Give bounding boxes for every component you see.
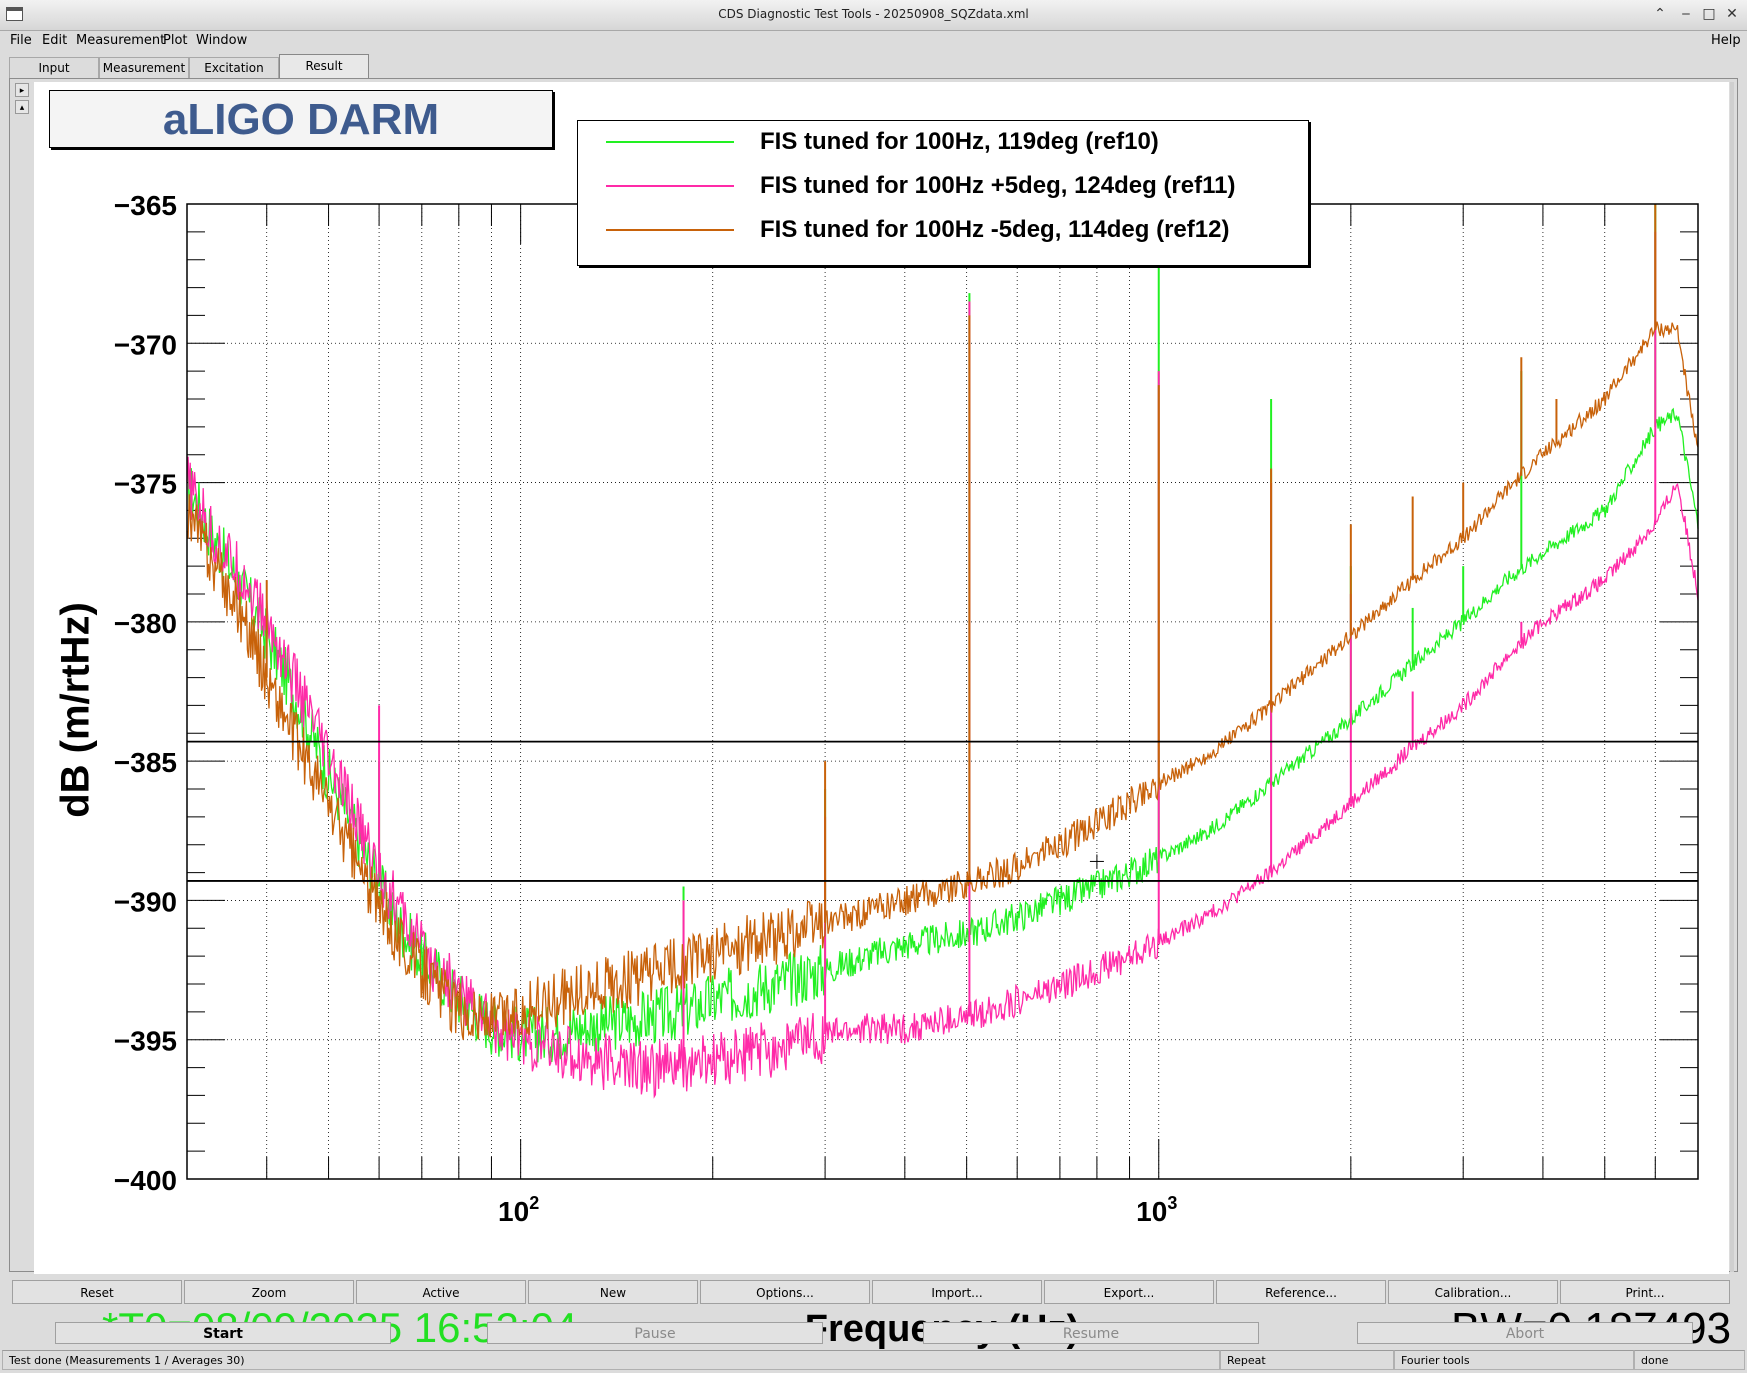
tab-measurement[interactable]: Measurement [99, 57, 189, 78]
menu-file[interactable]: File [10, 33, 32, 48]
legend-label: FIS tuned for 100Hz +5deg, 124deg (ref11… [760, 172, 1236, 199]
window-titlebar[interactable]: CDS Diagnostic Test Tools - 20250908_SQZ… [0, 0, 1747, 31]
import-button[interactable]: Import... [872, 1280, 1042, 1304]
abort-button[interactable]: Abort [1357, 1322, 1693, 1344]
plot-canvas[interactable]: −365 −370 −375 −380 −385 −390 −395 −400 102 103 a… [34, 82, 1731, 1353]
maximize-icon[interactable]: □ [1702, 6, 1716, 22]
app-window-icon[interactable] [6, 7, 23, 21]
y-axis-label: dB (m/rtHz) [53, 602, 98, 818]
graph-title-box: aLIGO DARM [49, 90, 553, 148]
vertical-scrollbar[interactable] [1730, 82, 1734, 1272]
pad-up-button[interactable]: ▴ [15, 100, 29, 114]
legend[interactable]: FIS tuned for 100Hz, 119deg (ref10) FIS … [577, 120, 1309, 266]
legend-label: FIS tuned for 100Hz -5deg, 114deg (ref12… [760, 216, 1230, 243]
y-tick-label: −365 [114, 190, 177, 221]
plot-controls: Reset Zoom Active New Options... Import.… [12, 1280, 1734, 1304]
graph-title: aLIGO DARM [162, 95, 440, 144]
tab-input[interactable]: Input [9, 57, 99, 78]
reset-button[interactable]: Reset [12, 1280, 182, 1304]
menu-window[interactable]: Window [196, 33, 248, 48]
menu-bar: File Edit Measurement Plot Window Help [0, 30, 1747, 52]
calibration-button[interactable]: Calibration... [1388, 1280, 1558, 1304]
x-tick-label: 103 [1136, 1193, 1177, 1227]
y-tick-label: −385 [114, 747, 177, 778]
series-line [186, 407, 1699, 1063]
run-controls: Start Pause Resume Abort [0, 1322, 1747, 1344]
menu-plot[interactable]: Plot [163, 33, 188, 48]
status-bar: Test done (Measurements 1 / Averages 30)… [0, 1350, 1747, 1373]
menu-edit[interactable]: Edit [42, 33, 68, 48]
y-tick-label: −380 [114, 608, 177, 639]
collapse-icon[interactable]: ⌃ [1654, 6, 1666, 22]
y-tick-label: −395 [114, 1026, 177, 1057]
y-tick-label: −390 [114, 886, 177, 917]
y-tick-label: −375 [114, 469, 177, 500]
status-state: done [1634, 1350, 1745, 1370]
close-icon[interactable]: ✕ [1726, 6, 1738, 22]
reference-button[interactable]: Reference... [1216, 1280, 1386, 1304]
menu-help[interactable]: Help [1711, 33, 1741, 48]
status-message: Test done (Measurements 1 / Averages 30) [2, 1350, 1220, 1370]
start-button[interactable]: Start [55, 1322, 391, 1344]
y-tick-label: −400 [114, 1165, 177, 1196]
active-button[interactable]: Active [356, 1280, 526, 1304]
legend-swatch [606, 141, 734, 143]
legend-label: FIS tuned for 100Hz, 119deg (ref10) [760, 128, 1159, 155]
print-button[interactable]: Print... [1560, 1280, 1730, 1304]
pause-button[interactable]: Pause [487, 1322, 823, 1344]
series-line [186, 456, 1699, 1099]
legend-entry: FIS tuned for 100Hz +5deg, 124deg (ref11… [578, 165, 1308, 209]
x-tick-label: 102 [498, 1193, 539, 1227]
window-title: CDS Diagnostic Test Tools - 20250908_SQZ… [718, 7, 1029, 21]
status-mode: Repeat [1220, 1350, 1394, 1370]
plot-frame [186, 203, 1699, 1180]
options-button[interactable]: Options... [700, 1280, 870, 1304]
legend-swatch [606, 185, 734, 187]
legend-entry: FIS tuned for 100Hz, 119deg (ref10) [578, 121, 1308, 165]
minimize-icon[interactable]: ‒ [1681, 6, 1691, 22]
status-tool: Fourier tools [1394, 1350, 1634, 1370]
legend-swatch [606, 229, 734, 231]
tab-result[interactable]: Result [279, 54, 369, 78]
zoom-button[interactable]: Zoom [184, 1280, 354, 1304]
legend-entry: FIS tuned for 100Hz -5deg, 114deg (ref12… [578, 209, 1308, 253]
resume-button[interactable]: Resume [923, 1322, 1259, 1344]
new-button[interactable]: New [528, 1280, 698, 1304]
y-tick-label: −370 [114, 329, 177, 360]
pad-expand-button[interactable]: ▸ [15, 83, 29, 97]
export-button[interactable]: Export... [1044, 1280, 1214, 1304]
tab-excitation[interactable]: Excitation [189, 57, 279, 78]
menu-measurement[interactable]: Measurement [76, 33, 166, 48]
